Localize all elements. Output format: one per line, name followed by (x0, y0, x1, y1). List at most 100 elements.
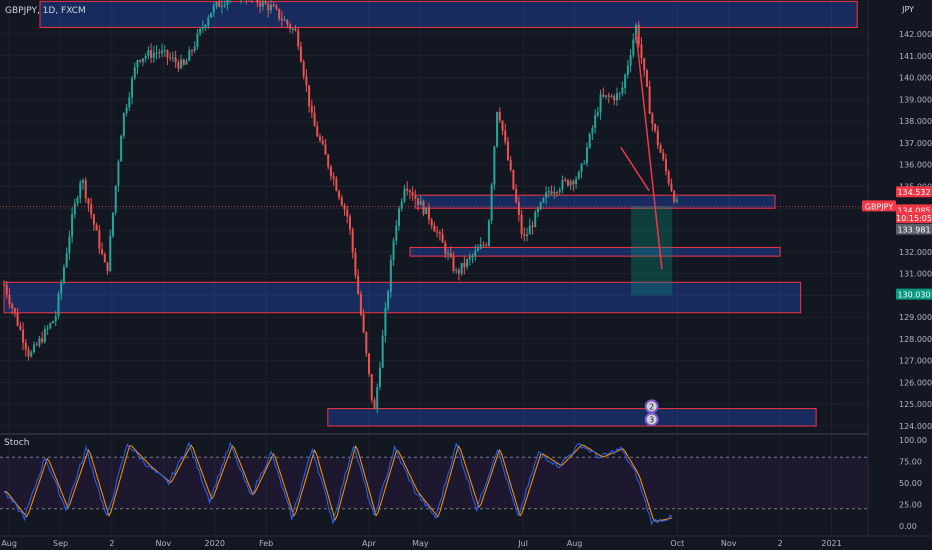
candle-body (621, 87, 624, 94)
candle-body (204, 25, 207, 28)
candle-body (392, 240, 395, 260)
candle-body (561, 179, 564, 190)
price-tick-label: 124.000 (899, 422, 932, 431)
candle-body (365, 332, 368, 354)
time-tick-label: Oct (670, 539, 684, 548)
candle-body (615, 93, 618, 101)
candle-body (111, 212, 114, 236)
candle-body (654, 123, 657, 131)
zone-box (39, 0, 858, 28)
candle-body (177, 62, 180, 69)
candle-body (348, 216, 351, 230)
candle-body (46, 327, 49, 330)
candle-body (54, 315, 57, 322)
candle-body (302, 61, 305, 77)
candle-body (30, 352, 33, 357)
symbol-label: GBPJPY, 1D, FXCM (5, 6, 86, 16)
candle-body (144, 56, 147, 59)
trend-line (620, 146, 650, 192)
candle-body (602, 94, 605, 97)
candle-body (286, 20, 289, 25)
time-tick-label: Aug (567, 539, 583, 548)
candle-body (38, 338, 41, 346)
trend-line (635, 33, 663, 270)
time-tick-label: 2021 (821, 539, 841, 548)
candle-body (531, 225, 534, 228)
candle-body (558, 189, 561, 193)
candle-body (566, 179, 569, 186)
candle-body (580, 163, 583, 172)
time-tick-label: 2020 (205, 539, 225, 548)
candle-body (468, 257, 471, 260)
price-tick-label: 140.000 (899, 74, 932, 83)
candle-body (645, 70, 648, 87)
candle-body (41, 338, 44, 342)
candle-body (632, 39, 635, 56)
candle-body (419, 200, 422, 206)
candle-body (381, 335, 384, 368)
candle-body (430, 219, 433, 226)
candle-body (185, 60, 188, 65)
time-tick-label: Sep (53, 539, 68, 548)
candle-body (403, 188, 406, 202)
candle-body (82, 180, 85, 183)
time-tick-label: Jul (517, 539, 528, 548)
candle-body (212, 6, 215, 13)
candle-body (651, 113, 654, 124)
event-marker (644, 399, 659, 414)
price-tick-label: 129.000 (899, 313, 932, 322)
candles (3, 0, 678, 414)
candle-body (275, 6, 278, 9)
candle-body (62, 267, 65, 283)
candle-body (117, 161, 120, 186)
candle-body (291, 28, 294, 30)
candle-body (463, 262, 466, 268)
candle-body (125, 107, 128, 114)
candle-body (261, 1, 264, 7)
candle-body (384, 308, 387, 336)
event-label: 2 (649, 402, 654, 411)
candle-body (136, 60, 139, 68)
candle-body (335, 178, 338, 191)
candle-body (147, 50, 150, 57)
candle-body (411, 192, 414, 197)
price-tick-label: 132.000 (899, 248, 932, 257)
candle-body (673, 191, 676, 202)
candle-body (515, 189, 518, 203)
candle-body (387, 291, 390, 309)
candle-body (84, 180, 87, 199)
candle-body (545, 192, 548, 199)
candle-body (591, 128, 594, 134)
candle-body (98, 230, 101, 249)
stoch-tick-label: 100.00 (899, 436, 927, 445)
candle-body (605, 95, 608, 97)
zone-box (3, 281, 802, 314)
candle-body (299, 46, 302, 62)
candle-body (572, 181, 575, 185)
price-tick-label: 138.000 (899, 117, 932, 126)
price-badge-label: 133.981 (897, 226, 930, 235)
candle-body (220, 5, 223, 8)
candle-body (618, 93, 621, 95)
candle-body (24, 342, 27, 350)
candle-body (109, 235, 112, 271)
candle-body (114, 185, 117, 213)
candle-body (313, 112, 316, 127)
price-tick-label: 128.000 (899, 335, 932, 344)
candle-body (103, 253, 106, 263)
candle-body (180, 59, 183, 69)
zone-box (414, 194, 776, 209)
candle-body (226, 0, 229, 5)
candle-body (272, 4, 275, 7)
candle-body (477, 248, 480, 251)
price-tick-label: 127.000 (899, 357, 932, 366)
candle-body (329, 166, 332, 177)
candle-body (215, 2, 218, 7)
candle-body (351, 229, 354, 253)
currency-label: JPY (902, 5, 914, 14)
price-tick-label: 142.000 (899, 30, 932, 39)
candle-body (27, 349, 30, 357)
time-tick-label: Apr (362, 539, 377, 548)
candle-body (32, 344, 35, 353)
